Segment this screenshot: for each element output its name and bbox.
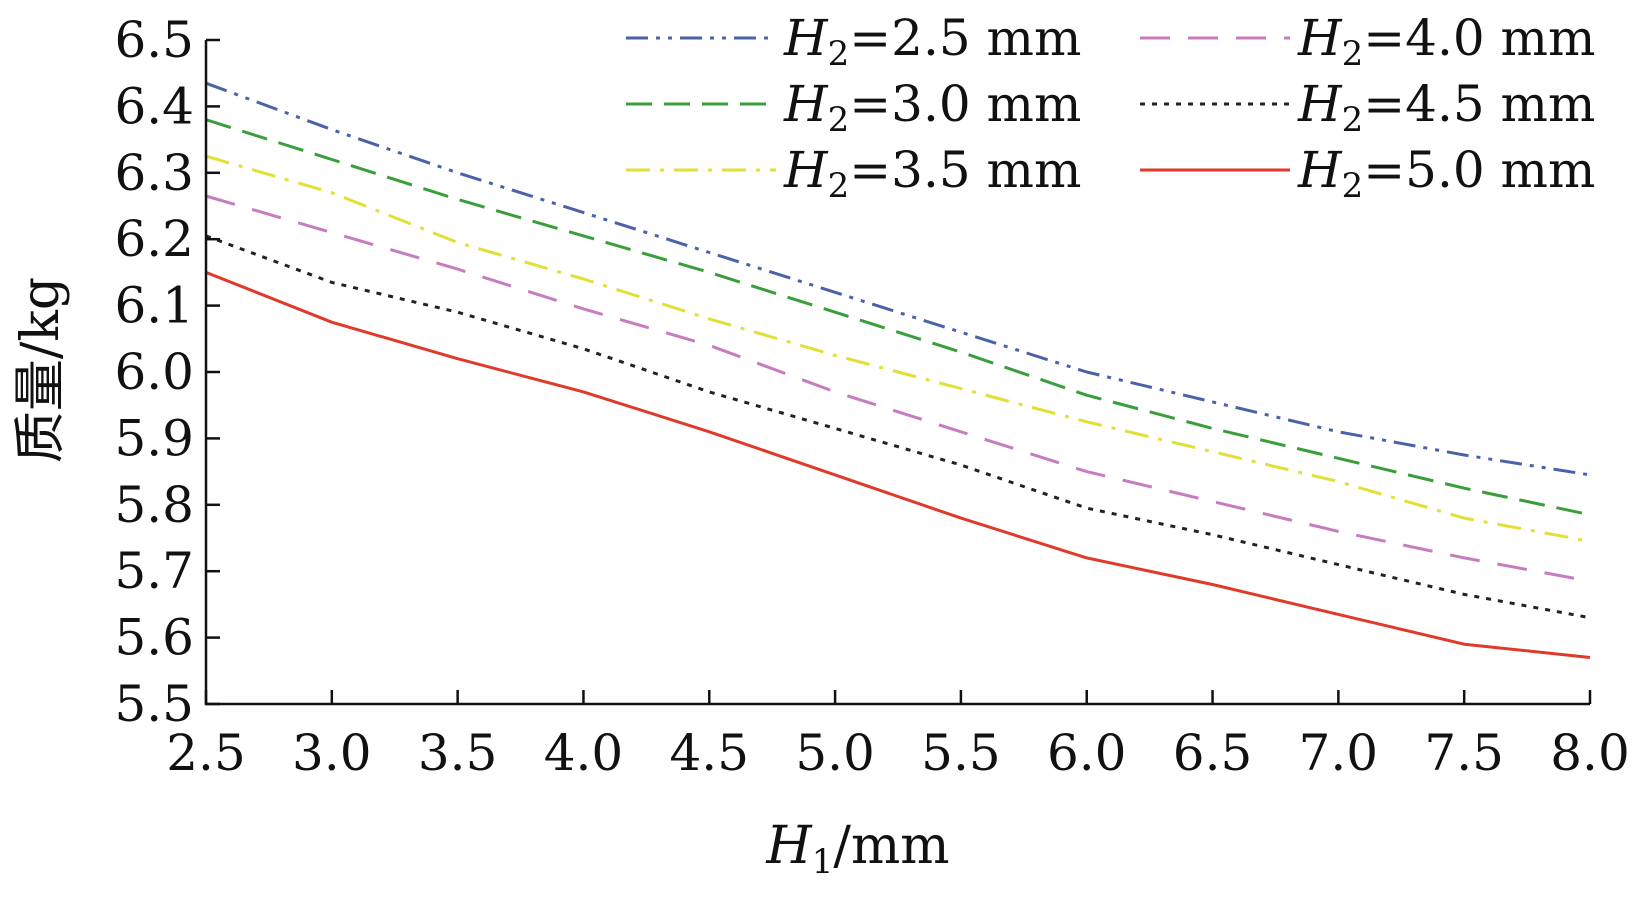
x-tick-label: 8.0 (1550, 724, 1630, 782)
x-axis-title: H1/mm (765, 816, 949, 882)
legend-entry: H2=5.0 mm (1297, 141, 1595, 206)
x-tick-label: 3.5 (418, 724, 498, 782)
series-line-4 (205, 194, 1591, 583)
x-axis-var: H (765, 816, 813, 876)
x-tick-label: 7.0 (1299, 724, 1379, 782)
y-tick-label: 6.1 (114, 277, 194, 335)
y-tick-label: 5.7 (114, 542, 194, 600)
y-tick-label: 5.9 (114, 409, 194, 467)
x-axis-ticks: 2.5 3.0 3.5 4.0 4.5 5.0 5.5 6.0 6.5 7.0 7.5 8.0 (166, 690, 1630, 782)
x-tick-label: 2.5 (166, 724, 246, 782)
y-tick-label: 5.8 (114, 476, 194, 534)
x-tick-label: 6.0 (1047, 724, 1127, 782)
x-tick-label: 7.5 (1424, 724, 1504, 782)
y-tick-label: 5.6 (114, 609, 194, 667)
x-tick-label: 5.0 (795, 724, 875, 782)
legend-entry: H2=4.0 mm (1297, 9, 1595, 74)
y-tick-label: 6.2 (114, 210, 194, 268)
y-axis-ticks: 5.5 5.6 5.7 5.8 5.9 6.0 6.1 6.2 6.3 6.4 6.5 (114, 11, 220, 733)
y-axis-title: 质量/kg (11, 277, 71, 463)
legend-entry: H2=4.5 mm (1297, 75, 1595, 140)
y-tick-label: 6.5 (114, 11, 194, 69)
y-tick-label: 6.4 (114, 77, 194, 135)
x-axis-unit: /mm (833, 816, 949, 876)
series-line-3 (205, 154, 1591, 543)
legend-entry: H2=3.0 mm (783, 75, 1081, 140)
plot-lines (205, 81, 1591, 659)
legend-entry: H2=2.5 mm (783, 9, 1081, 74)
x-tick-label: 3.0 (292, 724, 372, 782)
series-line-1 (205, 81, 1591, 477)
y-tick-label: 6.0 (114, 343, 194, 401)
series-line-6 (205, 271, 1591, 659)
series-line-5 (205, 234, 1591, 620)
x-axis-sub: 1 (812, 842, 834, 882)
x-tick-label: 5.5 (921, 724, 1001, 782)
legend-entry: H2=3.5 mm (783, 141, 1081, 206)
x-tick-label: 6.5 (1173, 724, 1253, 782)
x-tick-label: 4.5 (670, 724, 750, 782)
x-tick-label: 4.0 (544, 724, 624, 782)
series-line-2 (205, 118, 1591, 517)
y-tick-label: 5.5 (114, 675, 194, 733)
y-tick-label: 6.3 (114, 144, 194, 202)
